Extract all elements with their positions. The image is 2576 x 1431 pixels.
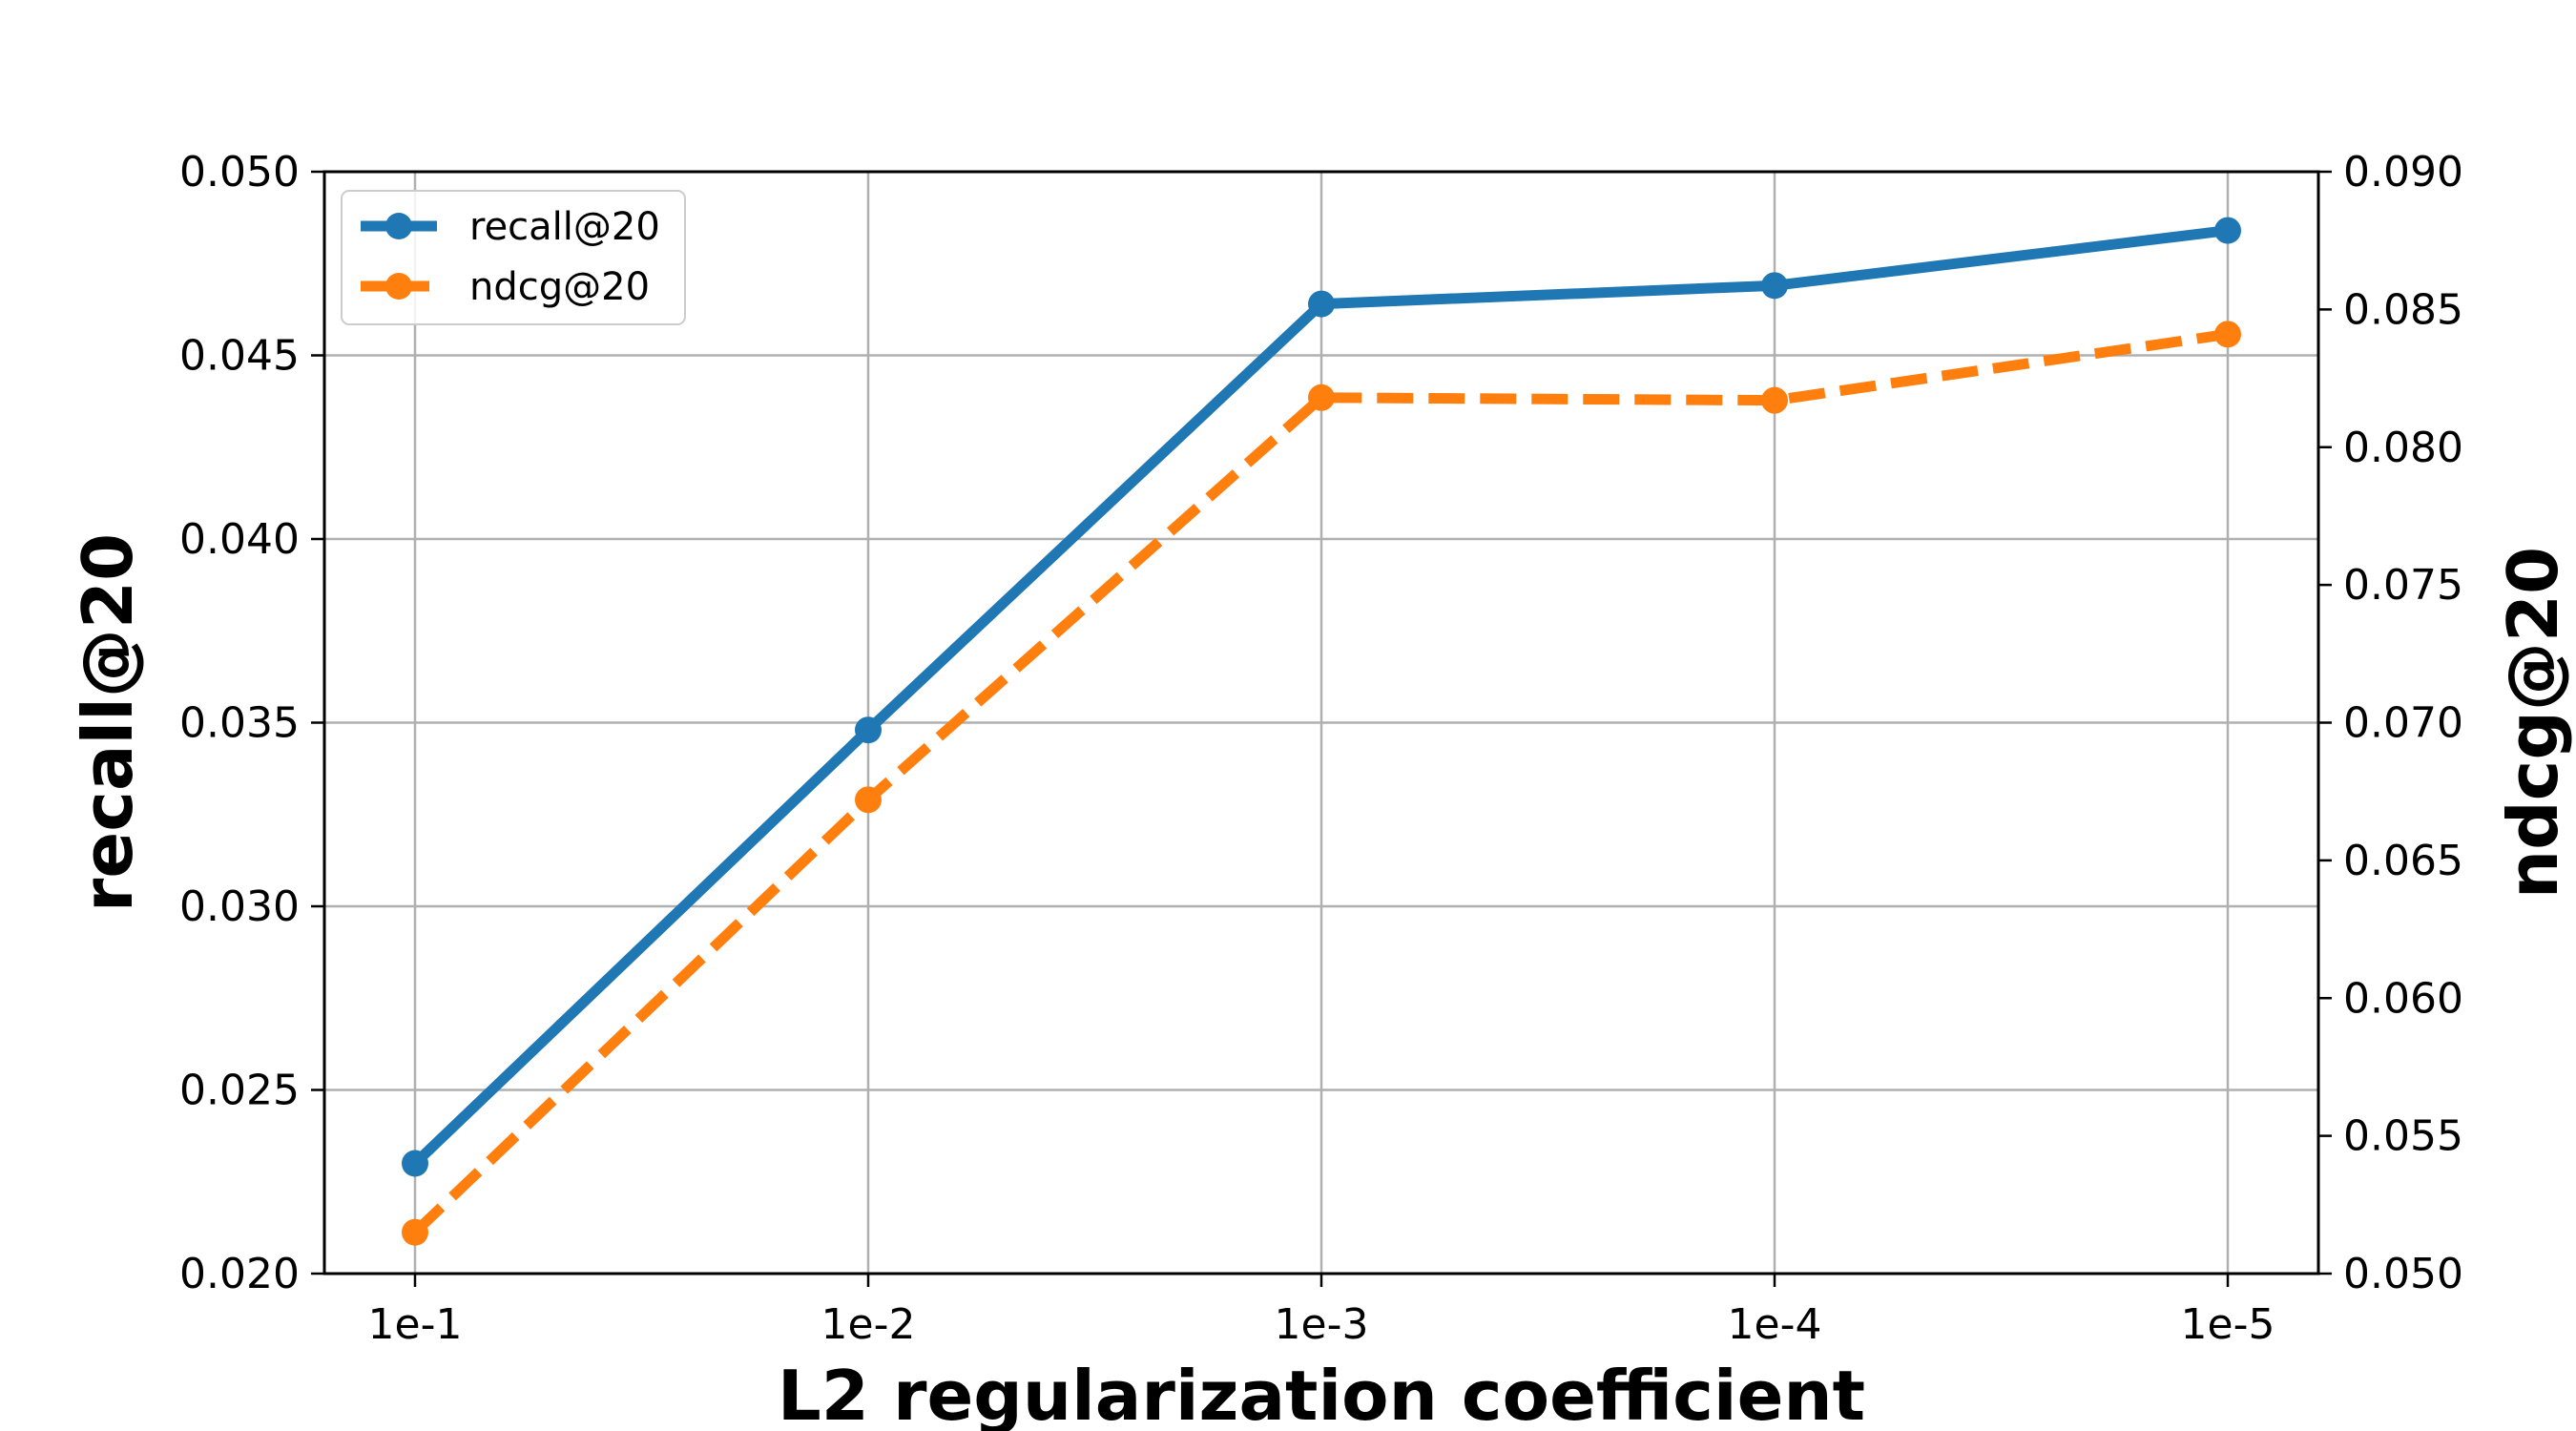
data-point-recall-at-20: [1308, 290, 1335, 318]
data-point-recall-at-20: [2214, 217, 2241, 244]
y-right-tick-label: 0.090: [2343, 148, 2463, 197]
data-point-ndcg-at-20: [1761, 386, 1788, 414]
x-tick-label: 1e-3: [1275, 1300, 1369, 1349]
legend-label: recall@20: [469, 205, 660, 249]
y-left-tick-label: 0.025: [179, 1067, 300, 1115]
y-right-tick-label: 0.050: [2343, 1250, 2463, 1298]
x-tick-label: 1e-4: [1728, 1300, 1822, 1349]
y-left-tick-label: 0.035: [179, 699, 300, 748]
series-layer: [402, 217, 2241, 1246]
legend: recall@20 ndcg@20: [341, 190, 686, 325]
x-axis-title: L2 regularization coefficient: [778, 1356, 1865, 1431]
y-left-tick-label: 0.050: [179, 148, 300, 197]
y-right-tick-label: 0.085: [2343, 285, 2463, 334]
y-right-tick-label: 0.070: [2343, 699, 2463, 748]
y-right-tick-label: 0.080: [2343, 424, 2463, 472]
legend-swatch-marker: [385, 273, 412, 300]
data-point-recall-at-20: [855, 716, 882, 744]
y-left-tick-label: 0.020: [179, 1250, 300, 1298]
y-right-tick-label: 0.075: [2343, 561, 2463, 610]
x-tick-label: 1e-1: [368, 1300, 463, 1349]
series-line-ndcg-at-20: [411, 328, 2229, 1236]
y-right-tick-label: 0.055: [2343, 1112, 2463, 1161]
y-left-tick-label: 0.040: [179, 515, 300, 564]
legend-label: ndcg@20: [469, 265, 650, 309]
data-point-ndcg-at-20: [2214, 321, 2241, 348]
data-point-recall-at-20: [1761, 272, 1788, 300]
data-point-recall-at-20: [402, 1150, 428, 1177]
y-axis-right-title: ndcg@20: [2493, 547, 2573, 899]
x-tick-label: 1e-5: [2181, 1300, 2275, 1349]
data-point-ndcg-at-20: [402, 1218, 428, 1246]
y-axis-left-title: recall@20: [68, 533, 148, 912]
y-left-tick-label: 0.030: [179, 882, 300, 931]
data-point-ndcg-at-20: [855, 786, 882, 814]
x-tick-label: 1e-2: [821, 1300, 916, 1349]
grid-lines: [324, 170, 2318, 1275]
axis-ticks: 1e-1 1e-2 1e-3 1e-4 1e-5 0.020 0.025 0.030 0.035…: [179, 148, 2463, 1349]
legend-swatch-marker: [385, 213, 412, 239]
y-right-tick-label: 0.065: [2343, 837, 2463, 885]
y-left-tick-label: 0.045: [179, 332, 300, 381]
axis-titles: L2 regularization coefficient recall@20 …: [68, 533, 2573, 1431]
y-right-tick-label: 0.060: [2343, 974, 2463, 1023]
data-point-ndcg-at-20: [1308, 384, 1335, 411]
